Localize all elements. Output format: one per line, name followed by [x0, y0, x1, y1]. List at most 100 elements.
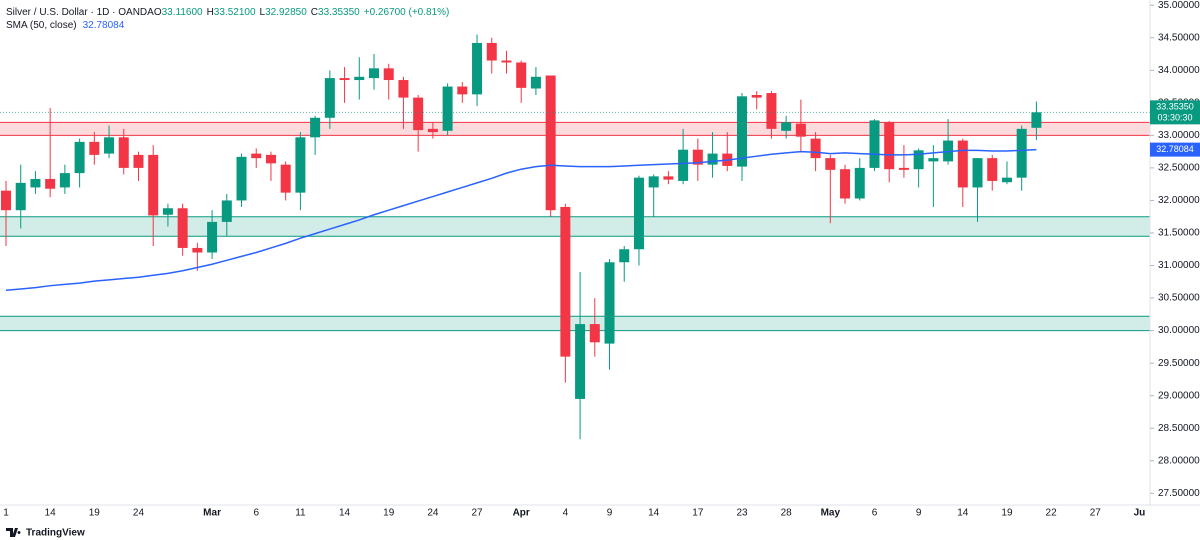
x-tick-label: 28 — [781, 508, 793, 519]
sma-badge — [1150, 142, 1200, 157]
candle-body — [678, 149, 689, 181]
x-tick-label: 27 — [471, 508, 483, 519]
x-tick-label: 14 — [45, 508, 57, 519]
x-tick-label: 9 — [607, 508, 613, 519]
y-tick-label: 29.00000 — [1158, 390, 1200, 401]
x-tick-label: 19 — [1001, 508, 1013, 519]
y-tick-label: 34.00000 — [1158, 65, 1200, 76]
candle-body — [545, 75, 556, 211]
candle-body — [751, 95, 762, 98]
candle-body — [957, 140, 968, 188]
candle-body — [810, 138, 821, 159]
y-tick-label: 28.50000 — [1158, 423, 1200, 434]
header-line: Silver / U.S. Dollar · 1D · OANDAO33.116… — [6, 7, 449, 18]
y-tick-label: 27.50000 — [1158, 488, 1200, 499]
candle-body — [898, 167, 909, 170]
legend-value: 33.52100 — [214, 7, 256, 18]
candle-body — [692, 149, 703, 165]
countdown-text: 03:30:30 — [1157, 113, 1192, 123]
legend-label: O — [154, 7, 162, 18]
plot — [0, 34, 1150, 440]
candle-body — [501, 60, 512, 63]
candle-body — [280, 164, 291, 193]
x-tick-label: 24 — [427, 508, 439, 519]
candle-body — [192, 247, 203, 253]
candle-body — [869, 120, 880, 168]
candle-body — [59, 173, 70, 188]
indicator-value: 32.78084 — [83, 20, 125, 31]
candle-body — [825, 158, 836, 170]
y-tick-label: 31.00000 — [1158, 260, 1200, 271]
candle-body — [442, 86, 453, 131]
candle-body — [1031, 112, 1042, 128]
candle-body — [295, 137, 306, 193]
candle-body — [589, 324, 600, 343]
candle-body — [251, 153, 262, 159]
candle-body — [236, 156, 247, 201]
y-tick-label: 32.50000 — [1158, 163, 1200, 174]
candle-body — [795, 123, 806, 137]
x-tick-label: 4 — [563, 508, 569, 519]
brand-name: TradingView — [26, 528, 85, 539]
candle-body — [633, 177, 644, 250]
candle-body — [310, 117, 321, 138]
candle-body — [575, 324, 586, 399]
sma-badge-text: 32.78084 — [1156, 144, 1194, 154]
x-tick-label: 24 — [133, 508, 145, 519]
candle-body — [648, 176, 659, 188]
candle-body — [766, 93, 777, 129]
candle-body — [560, 206, 571, 357]
candle-body — [707, 153, 718, 165]
candle-body — [265, 154, 276, 164]
candle-body — [516, 62, 527, 88]
candle-body — [207, 221, 218, 253]
candle-body — [1016, 128, 1027, 178]
candle-body — [987, 158, 998, 181]
candle-body — [89, 141, 100, 155]
candle-body — [427, 128, 438, 133]
zone — [0, 216, 1150, 237]
x-tick-label: 23 — [736, 508, 748, 519]
candle-body — [339, 78, 350, 81]
candle-body — [1, 190, 11, 211]
x-tick-label: Apr — [513, 508, 530, 519]
zone — [0, 122, 1150, 136]
candle-body — [324, 78, 335, 118]
candle-body — [663, 176, 674, 180]
candle-body — [840, 169, 851, 199]
symbol-title: Silver / U.S. Dollar · 1D · OANDA — [6, 7, 154, 18]
candle-body — [737, 96, 747, 167]
legend-label: L — [260, 7, 266, 18]
candle-body — [413, 97, 424, 131]
legend-label: H — [207, 7, 214, 18]
y-tick-label: 33.00000 — [1158, 130, 1200, 141]
candle-body — [148, 154, 159, 216]
x-tick-label: 22 — [1046, 508, 1058, 519]
candle-body — [30, 178, 41, 188]
candle-body — [884, 122, 895, 170]
price-badge — [1150, 100, 1200, 125]
candle-body — [457, 86, 468, 95]
candle-body — [354, 76, 365, 81]
indicator-line: SMA (50, close) 32.78084 — [6, 20, 125, 31]
candle-body — [619, 249, 630, 263]
y-tick-label: 30.00000 — [1158, 325, 1200, 336]
x-tick-label: 14 — [339, 508, 351, 519]
candle-body — [972, 158, 983, 188]
legend-change: +0.26700 (+0.81%) — [364, 7, 450, 18]
legend-value: 33.35350 — [318, 7, 360, 18]
brand-logo — [6, 528, 21, 537]
candle-body — [45, 178, 56, 189]
x-tick-label: 9 — [916, 508, 922, 519]
x-tick-label: 14 — [957, 508, 969, 519]
candle-body — [530, 76, 541, 89]
zone — [0, 316, 1150, 331]
candle-body — [221, 200, 232, 222]
x-tick-label: 1 — [3, 508, 9, 519]
y-tick-label: 34.50000 — [1158, 32, 1200, 43]
candle-body — [1001, 177, 1012, 183]
y-tick-label: 31.50000 — [1158, 228, 1200, 239]
legend-value: 33.11600 — [162, 7, 203, 18]
